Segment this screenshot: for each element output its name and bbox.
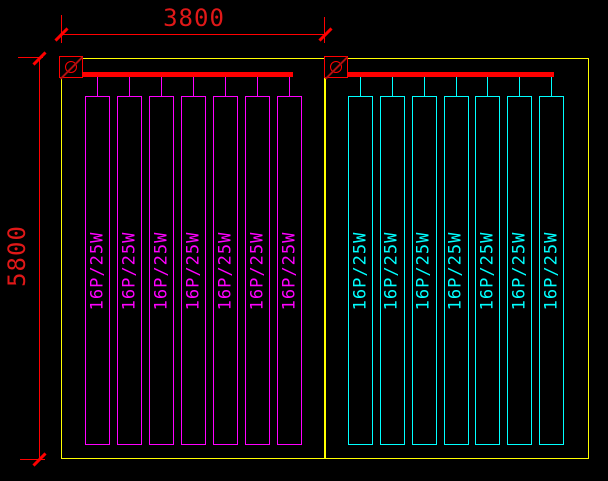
drop-line — [129, 77, 130, 96]
panel-rect[interactable]: 16P/25W — [507, 96, 533, 445]
drop-line — [423, 77, 425, 96]
drop-line — [225, 77, 226, 96]
drop-line — [360, 77, 361, 96]
drop-line — [551, 77, 552, 96]
panel-label: 16P/25W — [247, 231, 267, 310]
slash-icon — [59, 56, 84, 80]
drop-line — [97, 77, 98, 96]
panel-rect[interactable]: 16P/25W — [443, 96, 469, 445]
extension-line — [20, 459, 45, 460]
panel-label: 16P/25W — [151, 231, 171, 310]
panel-rect[interactable]: 16P/25W — [348, 96, 373, 445]
panel-rect[interactable]: 16P/25W — [379, 96, 405, 445]
panel-label: 16P/25W — [215, 231, 235, 310]
drop-line — [455, 77, 457, 96]
boundary-box-left — [61, 58, 325, 459]
panel-label: 16P/25W — [183, 231, 203, 310]
panel-rect[interactable]: 16P/25W — [411, 96, 437, 445]
panel-label: 16P/25W — [477, 231, 498, 310]
boundary-box-right — [325, 58, 589, 459]
drop-line — [487, 77, 489, 96]
panel-rect[interactable]: 16P/25W — [539, 96, 564, 445]
busbar[interactable] — [348, 72, 554, 77]
dimension-top-line — [61, 34, 325, 35]
panel-label: 16P/25W — [445, 231, 466, 310]
drop-line — [193, 77, 194, 96]
circle-slash-symbol[interactable] — [324, 56, 349, 80]
panel-label: 16P/25W — [119, 231, 139, 310]
panel-label: 16P/25W — [350, 231, 370, 310]
panel-rect[interactable]: 16P/25W — [213, 96, 238, 445]
drop-line — [257, 77, 258, 96]
slash-icon — [324, 56, 349, 80]
panel-label: 16P/25W — [381, 231, 402, 310]
panel-rect[interactable]: 16P/25W — [277, 96, 302, 445]
panel-rect[interactable]: 16P/25W — [149, 96, 174, 445]
extension-line — [18, 57, 43, 58]
extension-line — [61, 15, 62, 43]
panel-label: 16P/25W — [279, 231, 299, 310]
panel-rect[interactable]: 16P/25W — [117, 96, 142, 445]
panel-rect[interactable]: 16P/25W — [475, 96, 501, 445]
panel-label: 16P/25W — [87, 231, 107, 310]
circle-slash-symbol[interactable] — [59, 56, 84, 80]
panel-label: 16P/25W — [509, 231, 530, 310]
panel-label: 16P/25W — [541, 231, 561, 310]
panel-rect[interactable]: 16P/25W — [85, 96, 110, 445]
drop-line — [391, 77, 393, 96]
drop-line — [289, 77, 290, 96]
panel-label: 16P/25W — [413, 231, 434, 310]
drop-line — [161, 77, 162, 96]
circle-icon — [330, 61, 342, 73]
drop-line — [519, 77, 521, 96]
circle-icon — [65, 61, 77, 73]
panel-rect[interactable]: 16P/25W — [181, 96, 206, 445]
extension-line — [324, 17, 325, 43]
dimension-left-line — [39, 57, 40, 460]
dimension-top-label: 3800 — [163, 4, 225, 32]
panel-rect[interactable]: 16P/25W — [245, 96, 270, 445]
busbar[interactable] — [83, 72, 293, 77]
